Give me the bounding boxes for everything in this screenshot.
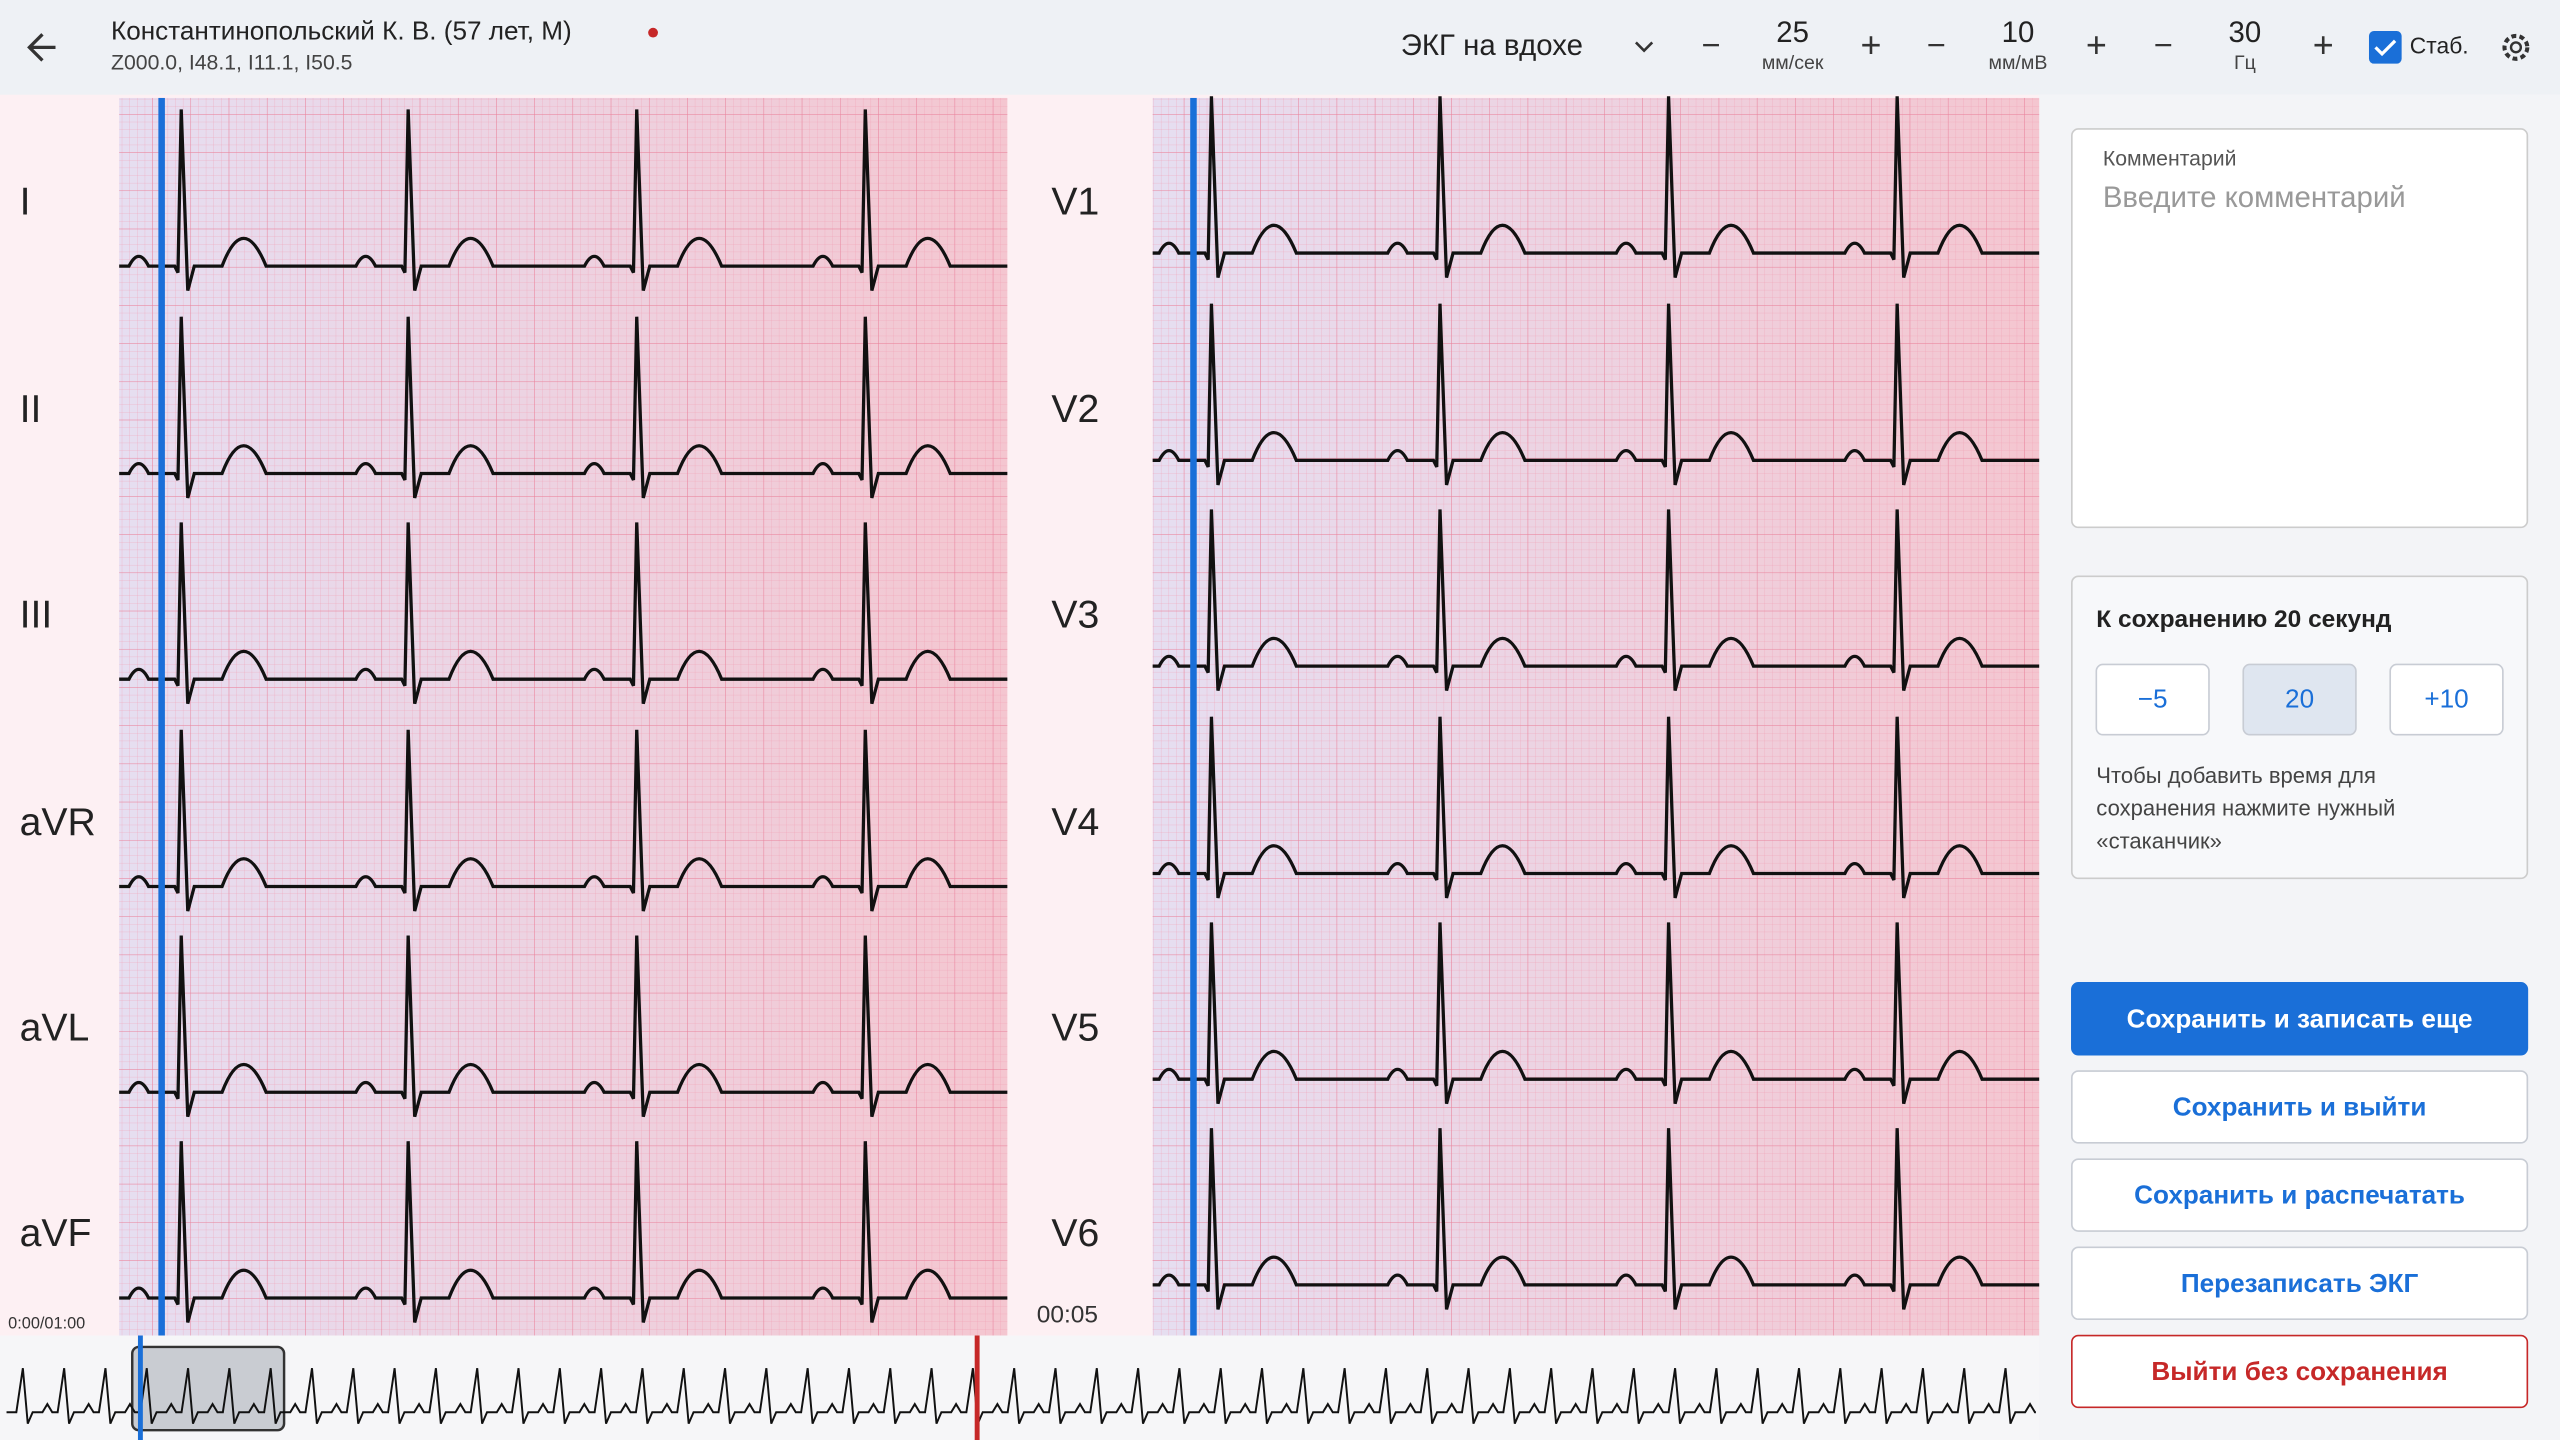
lead-label: III bbox=[20, 593, 53, 636]
action-button[interactable] bbox=[2071, 1070, 2529, 1144]
hint-text: «стаканчик» bbox=[2096, 828, 2222, 853]
duration-label: +10 bbox=[2424, 683, 2468, 713]
control-value: 10 bbox=[2002, 16, 2035, 49]
ecg-trace bbox=[119, 522, 1008, 705]
ecg-trace bbox=[1152, 303, 2040, 486]
ecg-trace bbox=[119, 316, 1008, 499]
overview-trace bbox=[6, 1368, 2036, 1425]
overview-cursor bbox=[137, 1335, 143, 1440]
hint-text: сохранения нажмите нужный bbox=[2096, 796, 2395, 821]
ecg-trace bbox=[119, 109, 1008, 292]
comment-input[interactable]: Введите комментарий bbox=[2103, 181, 2406, 214]
minus-button[interactable]: − bbox=[2154, 26, 2173, 63]
minus-button[interactable]: − bbox=[1927, 26, 1946, 63]
ecg-trace bbox=[1152, 1128, 2040, 1310]
time-total: 0:00/01:00 bbox=[8, 1314, 85, 1332]
minus-button[interactable]: − bbox=[1701, 26, 1720, 63]
control-value: 30 bbox=[2229, 16, 2262, 49]
ecg-trace bbox=[1152, 96, 2040, 278]
duration-button[interactable] bbox=[2095, 663, 2210, 736]
back-button[interactable] bbox=[27, 33, 56, 62]
action-button[interactable] bbox=[2071, 1246, 2529, 1320]
lead-label: aVR bbox=[20, 801, 96, 844]
save-title: К сохранению 20 секунд bbox=[2096, 606, 2392, 633]
lead-label: II bbox=[20, 388, 42, 431]
cursor bbox=[1190, 97, 1197, 1336]
stab-label: Стаб. bbox=[2410, 32, 2469, 58]
ecg-trace bbox=[119, 1141, 1008, 1323]
time-current: 00:05 bbox=[1037, 1301, 1098, 1328]
stab-checkbox[interactable] bbox=[2368, 31, 2402, 64]
duration-button[interactable] bbox=[2242, 663, 2357, 736]
lead-label: aVL bbox=[20, 1007, 90, 1050]
duration-label: 20 bbox=[2285, 683, 2314, 713]
lead-label: aVF bbox=[20, 1212, 92, 1255]
patient-name: Константинопольский К. В. (57 лет, М) bbox=[111, 16, 572, 46]
control-unit: мм/сек bbox=[1762, 52, 1824, 74]
settings-button[interactable] bbox=[2502, 33, 2530, 61]
ecg-trace bbox=[119, 729, 1008, 912]
lead-label: V2 bbox=[1051, 388, 1099, 431]
action-button[interactable] bbox=[2071, 1158, 2529, 1232]
hint-text: Чтобы добавить время для bbox=[2096, 763, 2376, 788]
lead-label: I bbox=[20, 180, 31, 223]
action-label: Сохранить и записать еще bbox=[2127, 1003, 2473, 1033]
cursor bbox=[158, 97, 165, 1336]
action-label: Сохранить и распечатать bbox=[2134, 1180, 2465, 1210]
ecg-trace bbox=[119, 935, 1008, 1118]
control-unit: мм/мВ bbox=[1989, 52, 2048, 74]
action-button[interactable] bbox=[2071, 1334, 2529, 1409]
action-label: Сохранить и выйти bbox=[2173, 1091, 2427, 1121]
ecg-trace bbox=[1152, 716, 2040, 899]
overview-end bbox=[974, 1335, 980, 1440]
diagnoses: Z000.0, I48.1, I11.1, I50.5 bbox=[111, 51, 352, 74]
comment-label: Комментарий bbox=[2103, 148, 2237, 171]
plus-button[interactable]: + bbox=[2313, 24, 2334, 65]
lead-label: V3 bbox=[1051, 593, 1099, 636]
mode-select[interactable]: ЭКГ на вдохе bbox=[1401, 29, 1583, 62]
plus-button[interactable]: + bbox=[2086, 24, 2107, 65]
lead-label: V5 bbox=[1051, 1007, 1099, 1050]
action-button[interactable] bbox=[2071, 982, 2529, 1056]
action-label: Перезаписать ЭКГ bbox=[2181, 1268, 2419, 1298]
ecg-trace bbox=[1152, 922, 2040, 1105]
ecg-trace bbox=[1152, 509, 2040, 692]
control-unit: Гц bbox=[2234, 52, 2256, 74]
duration-button[interactable] bbox=[2389, 663, 2504, 736]
lead-label: V4 bbox=[1051, 801, 1099, 844]
lead-label: V6 bbox=[1051, 1212, 1099, 1255]
lead-label: V1 bbox=[1051, 180, 1099, 223]
plus-button[interactable]: + bbox=[1861, 24, 1882, 65]
control-value: 25 bbox=[1776, 16, 1809, 49]
duration-label: −5 bbox=[2138, 683, 2168, 713]
action-label: Выйти без сохранения bbox=[2151, 1356, 2447, 1386]
